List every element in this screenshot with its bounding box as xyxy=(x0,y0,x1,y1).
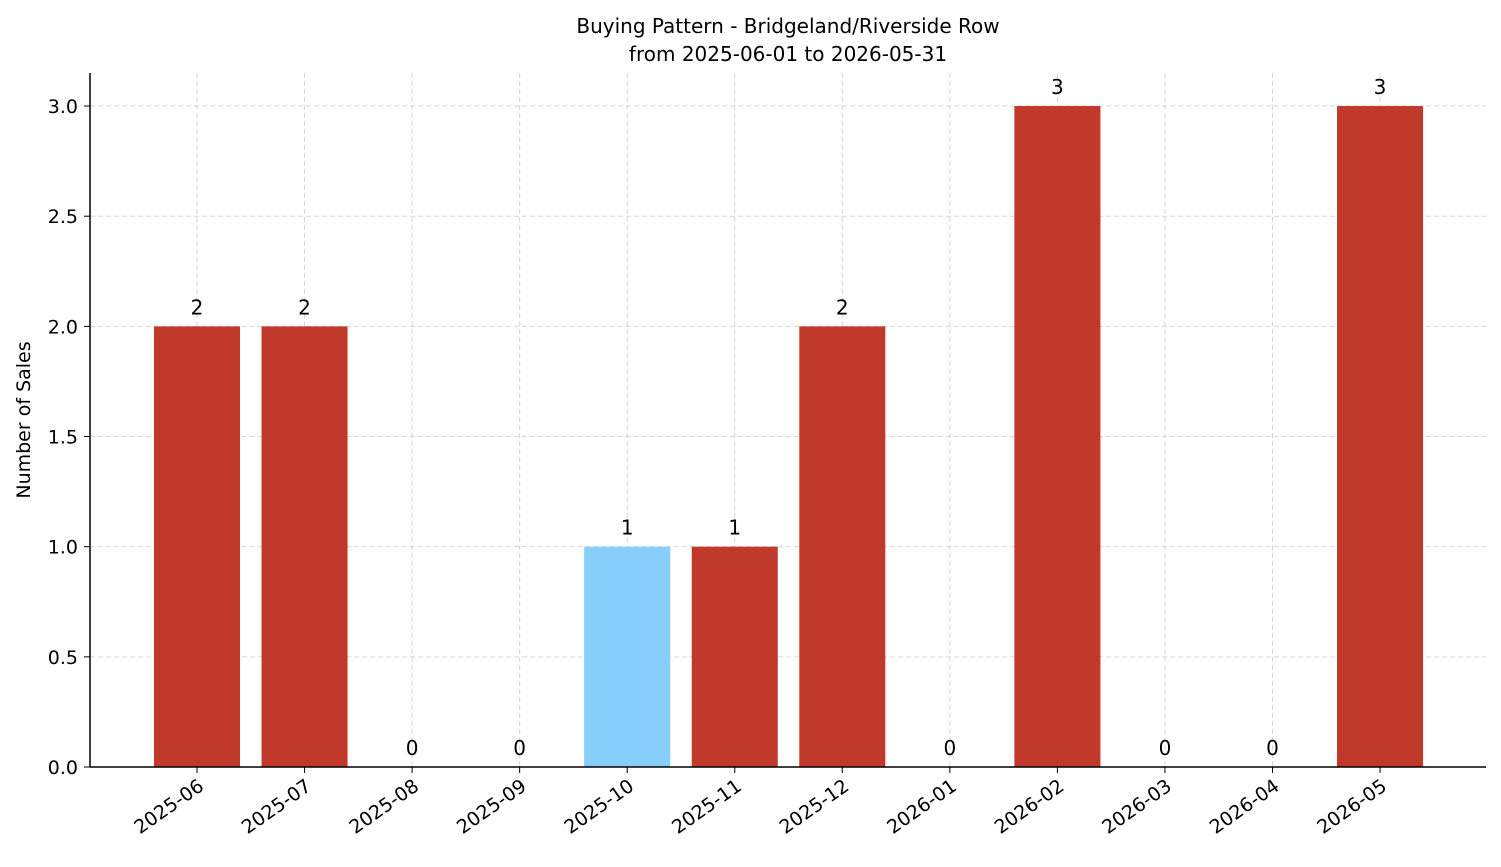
y-tick-label: 3.0 xyxy=(48,96,78,118)
x-tick-label: 2026-03 xyxy=(1098,775,1176,839)
x-tick-label: 2026-05 xyxy=(1313,775,1391,839)
x-tick-label: 2025-08 xyxy=(345,775,423,839)
y-tick-label: 2.5 xyxy=(48,206,78,228)
value-label: 0 xyxy=(943,736,956,760)
value-label: 2 xyxy=(191,295,204,319)
x-tick-label: 2025-09 xyxy=(453,775,531,839)
chart-subtitle: from 2025-06-01 to 2026-05-31 xyxy=(629,42,947,66)
value-label: 0 xyxy=(1266,736,1279,760)
x-tick-label: 2026-02 xyxy=(991,775,1069,839)
value-label: 0 xyxy=(1159,736,1172,760)
bar xyxy=(153,326,241,767)
value-label: 0 xyxy=(513,736,526,760)
x-tick-label: 2025-07 xyxy=(238,775,316,839)
value-label: 2 xyxy=(836,295,849,319)
x-tick-label: 2025-10 xyxy=(560,775,638,839)
y-axis-label: Number of Sales xyxy=(13,341,35,498)
value-label: 2 xyxy=(298,295,311,319)
bar xyxy=(584,546,671,767)
y-tick-label: 1.0 xyxy=(48,537,78,559)
y-tick-label: 1.5 xyxy=(48,427,78,449)
y-tick-label: 0.5 xyxy=(48,647,78,669)
value-label: 1 xyxy=(621,516,634,540)
x-tick-label: 2026-04 xyxy=(1206,775,1284,839)
y-tick-label: 0.0 xyxy=(48,757,78,779)
x-tick-label: 2025-06 xyxy=(130,775,208,839)
value-label: 3 xyxy=(1374,75,1387,99)
bar xyxy=(691,546,778,767)
bar xyxy=(261,326,348,767)
value-label: 3 xyxy=(1051,75,1064,99)
bar xyxy=(1337,106,1424,768)
bar xyxy=(1014,106,1101,768)
x-tick-label: 2026-01 xyxy=(883,775,961,839)
value-label: 0 xyxy=(406,736,419,760)
x-tick-label: 2025-11 xyxy=(668,775,746,839)
y-tick-label: 2.0 xyxy=(48,316,78,338)
x-tick-label: 2025-12 xyxy=(776,775,854,839)
chart-title: Buying Pattern - Bridgeland/Riverside Ro… xyxy=(576,14,999,38)
bar xyxy=(799,326,886,767)
value-label: 1 xyxy=(728,516,741,540)
